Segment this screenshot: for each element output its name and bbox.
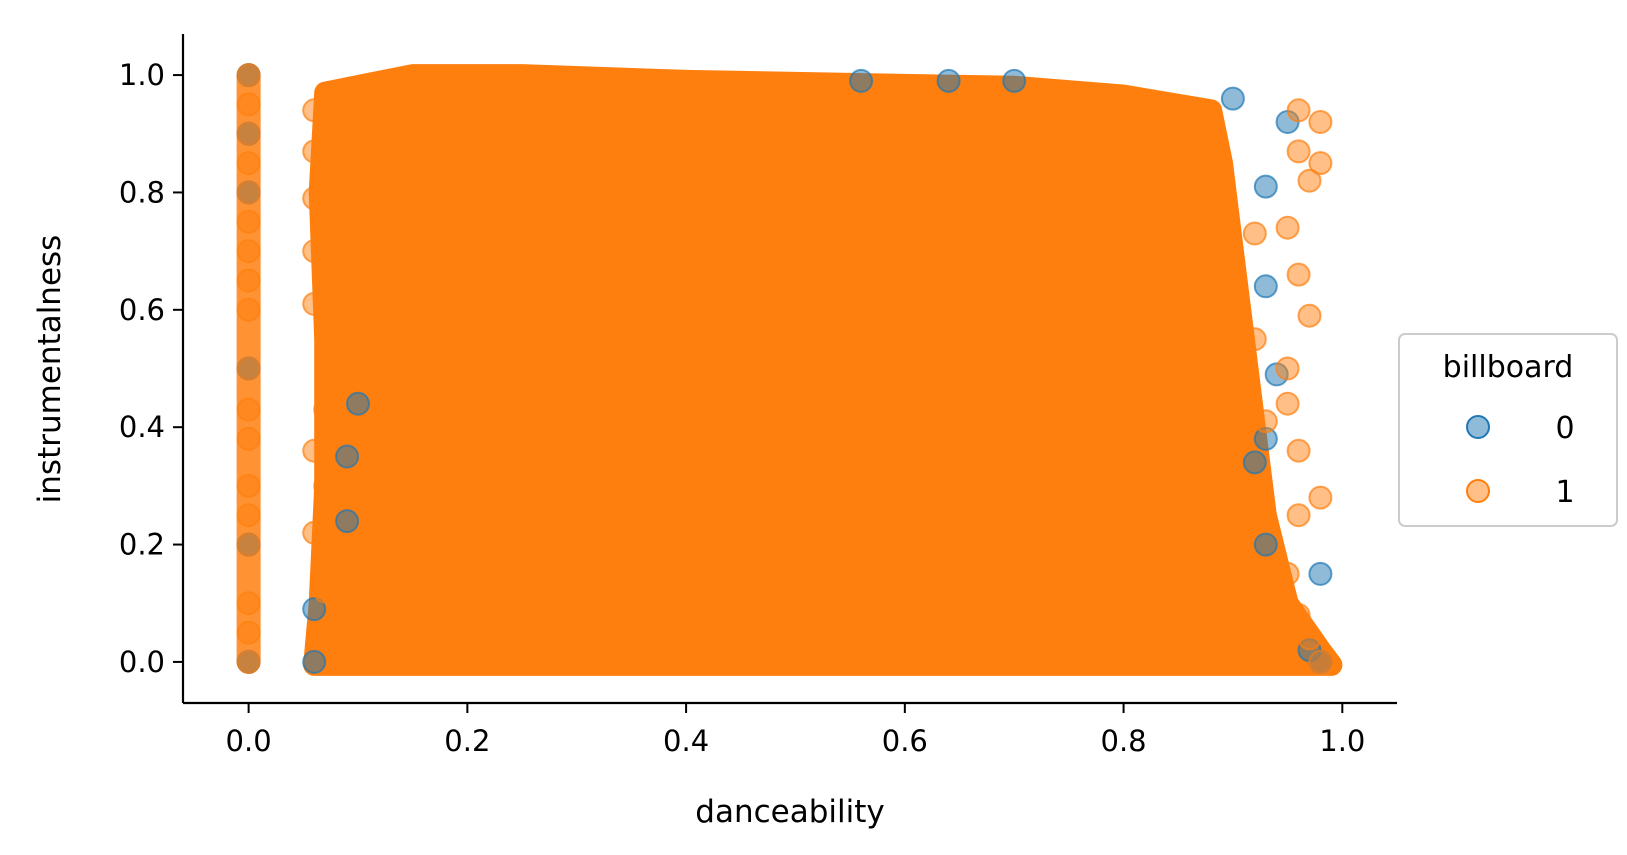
- scatter-point-series-1: [236, 151, 261, 176]
- scatter-point-series-1: [1253, 409, 1278, 434]
- scatter-point-series-1: [302, 520, 327, 545]
- scatter-point-series-0: [1253, 174, 1278, 199]
- scatter-point-series-0: [936, 68, 961, 93]
- scatter-point-series-1: [236, 209, 261, 234]
- scatter-point-series-0: [346, 391, 370, 416]
- scatter-point-series-1: [236, 532, 261, 557]
- scatter-point-series-1: [1286, 262, 1311, 287]
- scatter-point-series-0: [302, 597, 327, 622]
- scatter-point-series-1: [236, 620, 261, 645]
- legend: billboard 0 1: [1398, 333, 1618, 527]
- scatter-point-series-0: [335, 509, 360, 534]
- scatter-point-series-0: [1242, 450, 1267, 475]
- scatter-point-series-1: [236, 356, 261, 381]
- scatter-point-series-1: [302, 98, 327, 123]
- scatter-point-series-1: [1275, 391, 1300, 416]
- scatter-point-series-1: [1275, 561, 1300, 586]
- scatter-point-series-0: [302, 649, 327, 674]
- scatter-point-series-1: [1308, 649, 1333, 674]
- scatter-point-series-1: [1297, 303, 1322, 328]
- scatter-point-series-1: [313, 579, 338, 604]
- scatter-point-series-1: [236, 63, 261, 88]
- x-axis-label: danceability: [695, 794, 884, 830]
- y-tick-label: 0.2: [119, 528, 165, 562]
- scatter-point-series-0: [849, 68, 874, 93]
- scatter-point-series-1: [236, 473, 261, 498]
- scatter-point-series-1: [302, 291, 327, 316]
- y-tick-label: 0.0: [119, 645, 165, 679]
- x-tick-label: 1.0: [1319, 724, 1365, 758]
- y-tick-label: 0.6: [119, 293, 165, 327]
- scatter-point-series-1: [302, 239, 327, 264]
- legend-label-0: 0: [1555, 411, 1574, 446]
- x-tick-label: 0.8: [1101, 724, 1147, 758]
- scatter-point-series-1: [313, 473, 338, 498]
- scatter-point-series-1: [1242, 221, 1267, 246]
- y-tick-label: 0.4: [119, 410, 165, 444]
- scatter-points: [236, 63, 1333, 674]
- y-tick-label: 1.0: [119, 58, 165, 92]
- scatter-point-series-1: [236, 92, 261, 117]
- scatter-point-series-1: [1242, 327, 1267, 352]
- scatter-point-series-1: [236, 397, 261, 422]
- scatter-point-series-1: [1308, 485, 1333, 510]
- scatter-point-series-1: [1242, 491, 1267, 516]
- scatter-point-series-1: [1286, 503, 1311, 528]
- scatter-point-series-1: [1275, 215, 1300, 240]
- x-tick-label: 0.4: [663, 724, 709, 758]
- y-axis-label: instrumentalness: [32, 235, 68, 504]
- scatter-point-series-0: [1220, 86, 1245, 111]
- legend-title: billboard: [1443, 350, 1574, 385]
- scatter-point-series-1: [1297, 626, 1322, 651]
- scatter-point-series-0: [1253, 532, 1278, 557]
- scatter-point-series-1: [1286, 438, 1311, 463]
- scatter-point-series-1: [236, 268, 261, 293]
- legend-marker-1: [1466, 479, 1490, 503]
- scatter-point-series-0: [1308, 561, 1333, 586]
- scatter-point-series-0: [1253, 274, 1278, 299]
- scatter-point-series-1: [236, 649, 261, 674]
- scatter-point-series-1: [1286, 139, 1311, 164]
- scatter-point-series-1: [236, 239, 261, 264]
- x-axis-ticks: 0.0 0.2 0.4 0.6 0.8 1.0: [226, 703, 1365, 758]
- scatter-point-series-1: [236, 591, 261, 616]
- scatter-point-series-1: [302, 186, 327, 211]
- scatter-point-series-1: [236, 297, 261, 322]
- scatter-point-series-0: [335, 444, 360, 469]
- x-tick-label: 0.0: [226, 724, 272, 758]
- y-tick-label: 0.8: [119, 175, 165, 209]
- point-cloud: [236, 63, 1343, 676]
- x-tick-label: 0.2: [444, 724, 490, 758]
- scatter-point-series-1: [302, 139, 327, 164]
- scatter-point-series-0: [1002, 68, 1027, 93]
- scatter-point-series-1: [1308, 110, 1333, 134]
- scatter-point-series-1: [313, 397, 338, 422]
- scatter-point-series-1: [1308, 151, 1333, 176]
- x-tick-label: 0.6: [882, 724, 928, 758]
- dense-point-region: [303, 64, 1343, 676]
- scatter-point-series-1: [236, 121, 261, 146]
- scatter-point-series-1: [236, 426, 261, 451]
- legend-marker-0: [1466, 415, 1490, 439]
- scatter-point-series-1: [302, 438, 327, 463]
- y-axis-ticks: 0.0 0.2 0.4 0.6 0.8 1.0: [119, 58, 183, 679]
- scatter-point-series-1: [1286, 603, 1311, 627]
- scatter-point-series-1: [1275, 356, 1300, 381]
- legend-box: [1398, 333, 1618, 527]
- scatter-point-series-1: [236, 180, 261, 205]
- scatter-point-series-1: [1297, 168, 1322, 193]
- scatter-point-series-1: [1286, 98, 1311, 123]
- scatter-point-series-1: [236, 503, 261, 528]
- legend-label-1: 1: [1555, 475, 1574, 510]
